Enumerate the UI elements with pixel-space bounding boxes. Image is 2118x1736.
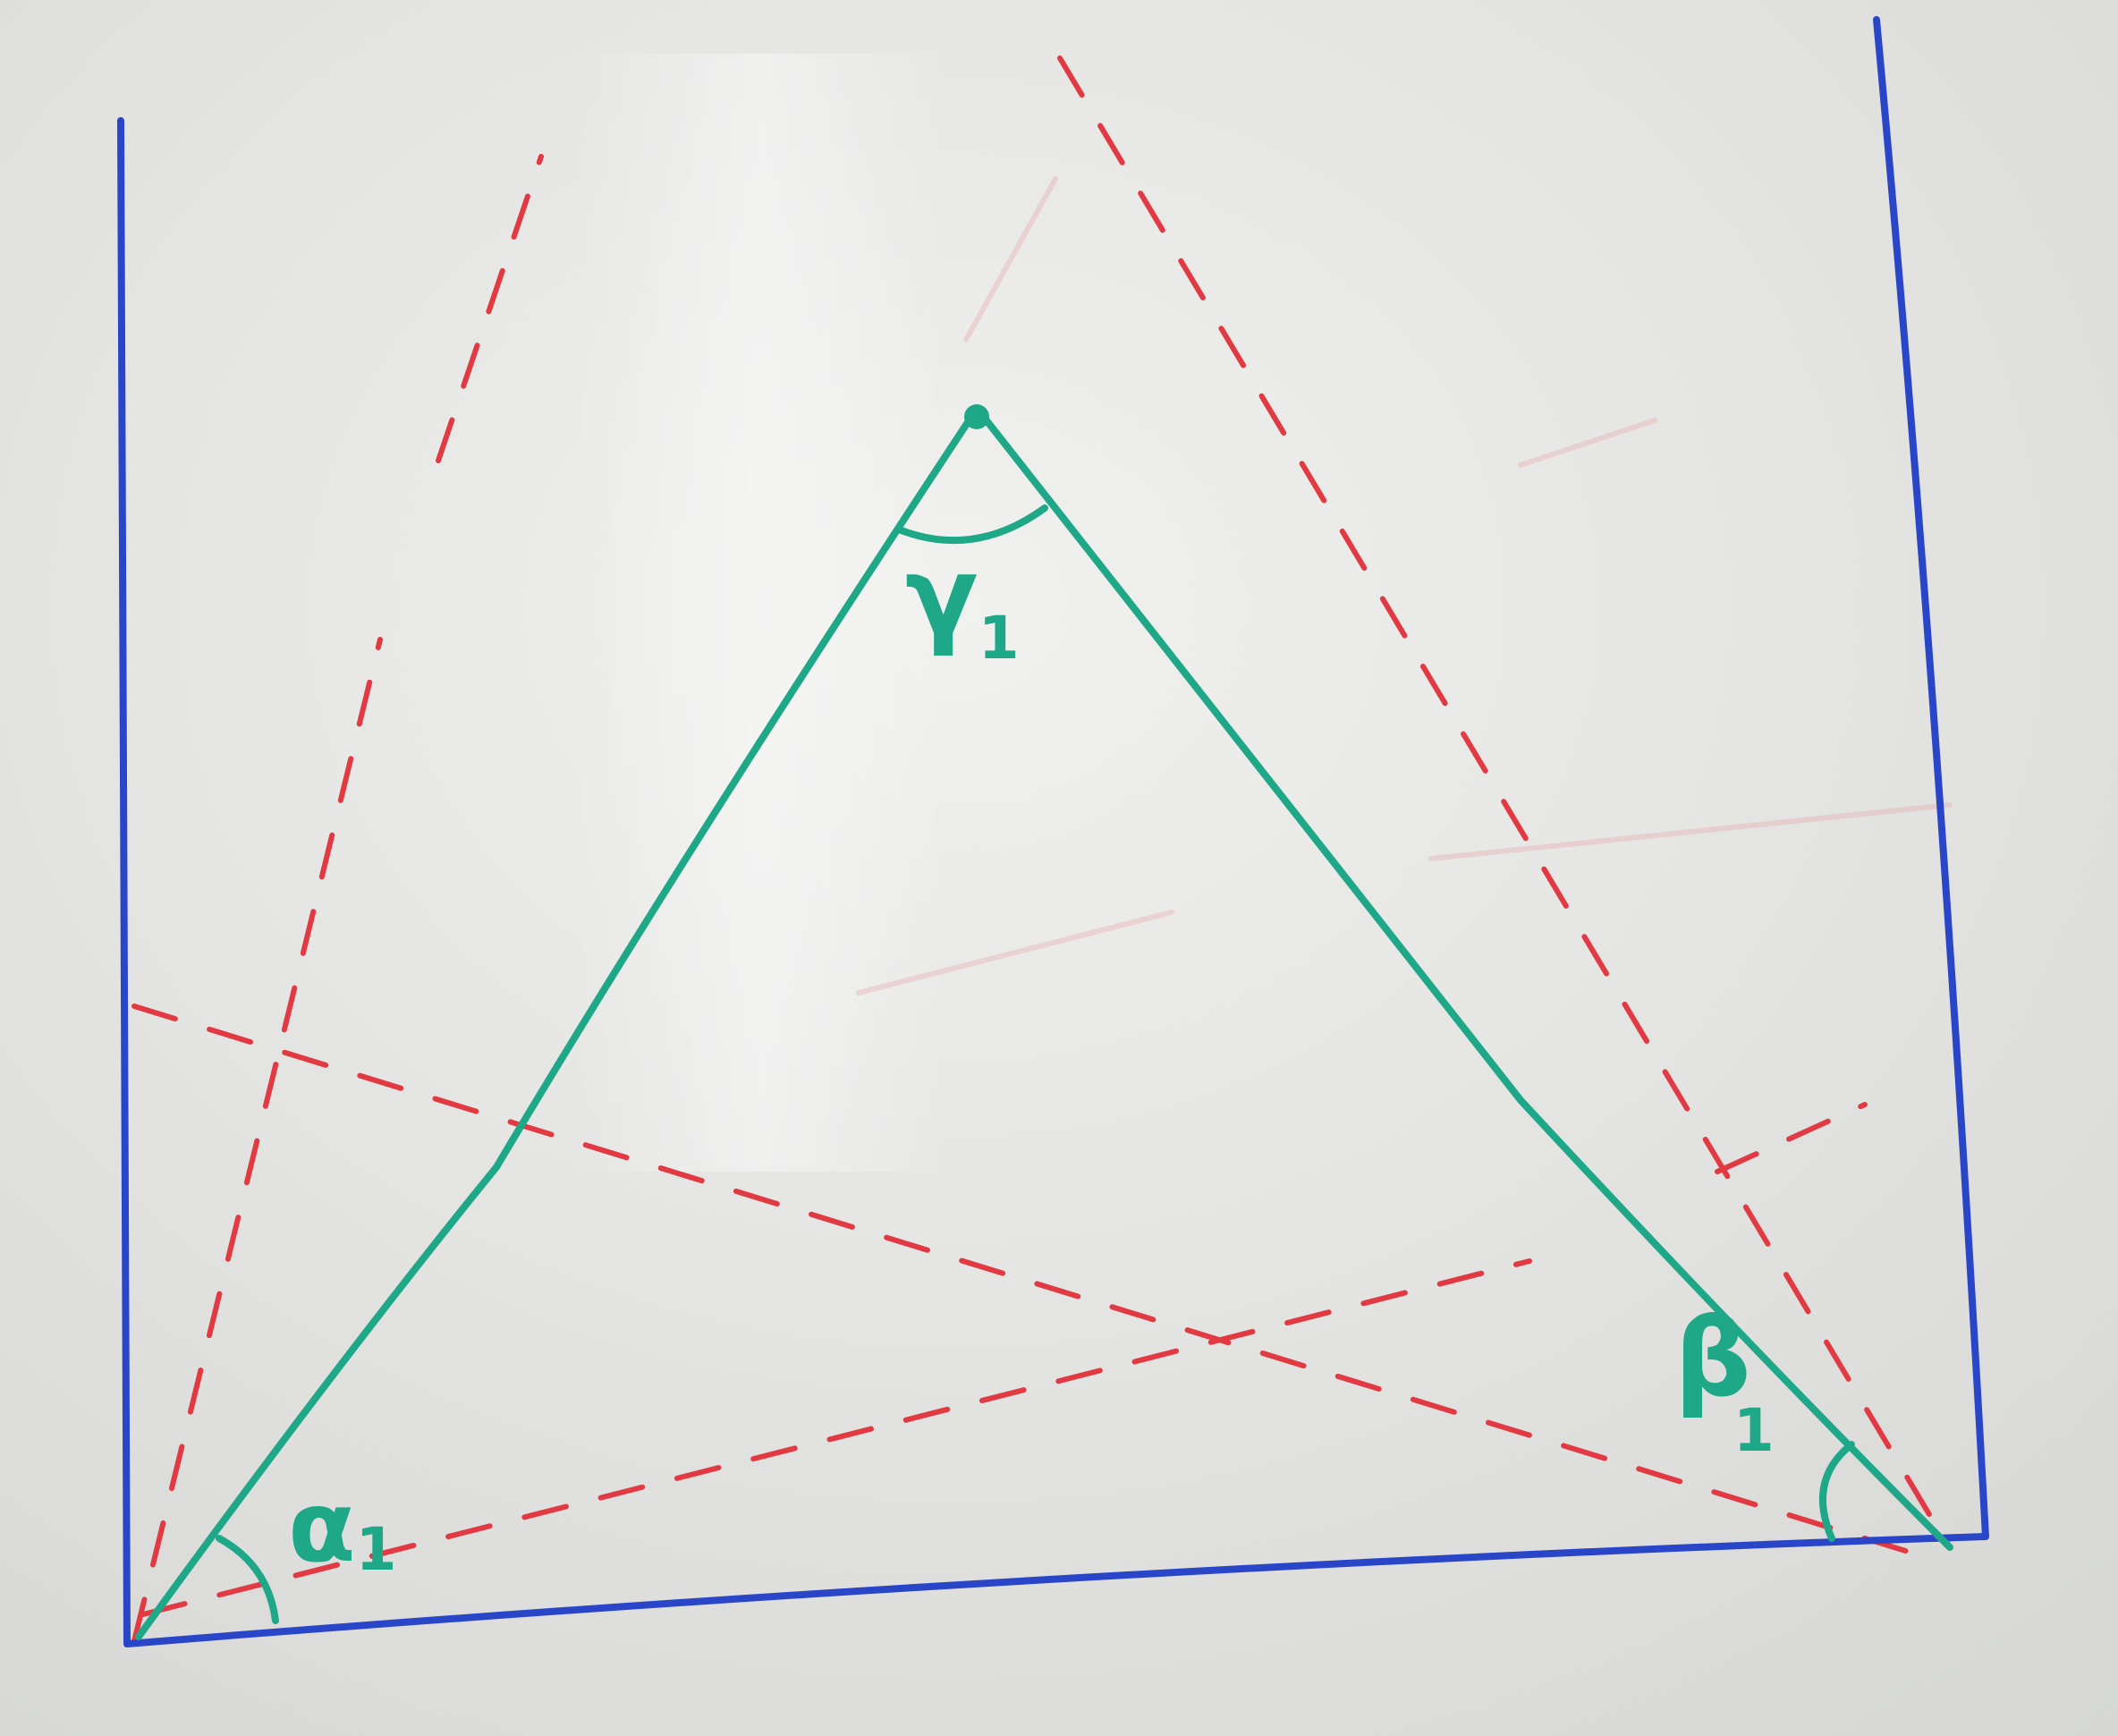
alpha-symbol: α — [288, 1469, 356, 1584]
dashed-line-right-cross — [1715, 1102, 1868, 1174]
beta-subscript: 1 — [1733, 1396, 1775, 1465]
gamma-label: γ1 — [905, 535, 1020, 673]
angle-arcs — [216, 504, 1855, 1624]
alpha-arc — [216, 1535, 279, 1624]
triangle-left-side — [135, 408, 979, 1640]
erased-smudges — [856, 176, 1953, 995]
triangle-right-side — [976, 408, 1953, 1551]
gamma-arc — [895, 504, 1048, 545]
dashed-line-bottom-long — [140, 1258, 1532, 1617]
beta-symbol: β — [1674, 1297, 1751, 1421]
dashed-line-left-steep — [131, 637, 383, 1644]
blue-frame — [117, 16, 1989, 1647]
alpha-subscript: 1 — [356, 1515, 397, 1584]
beta-arc — [1819, 1441, 1855, 1542]
green-triangle — [135, 408, 1953, 1640]
dashed-line-left-top — [436, 154, 544, 463]
alpha-label: α1 — [288, 1469, 397, 1584]
light-glare — [572, 54, 948, 1172]
apex-dot — [964, 404, 989, 429]
frame-left-side — [117, 117, 131, 1647]
gamma-symbol: γ — [905, 535, 979, 659]
frame-right-side — [1873, 16, 1989, 1540]
frame-bottom-side — [123, 1533, 1989, 1647]
dashed-construction-lines — [131, 55, 1944, 1644]
dashed-line-right-long — [1057, 55, 1944, 1537]
gamma-subscript: 1 — [979, 604, 1020, 673]
